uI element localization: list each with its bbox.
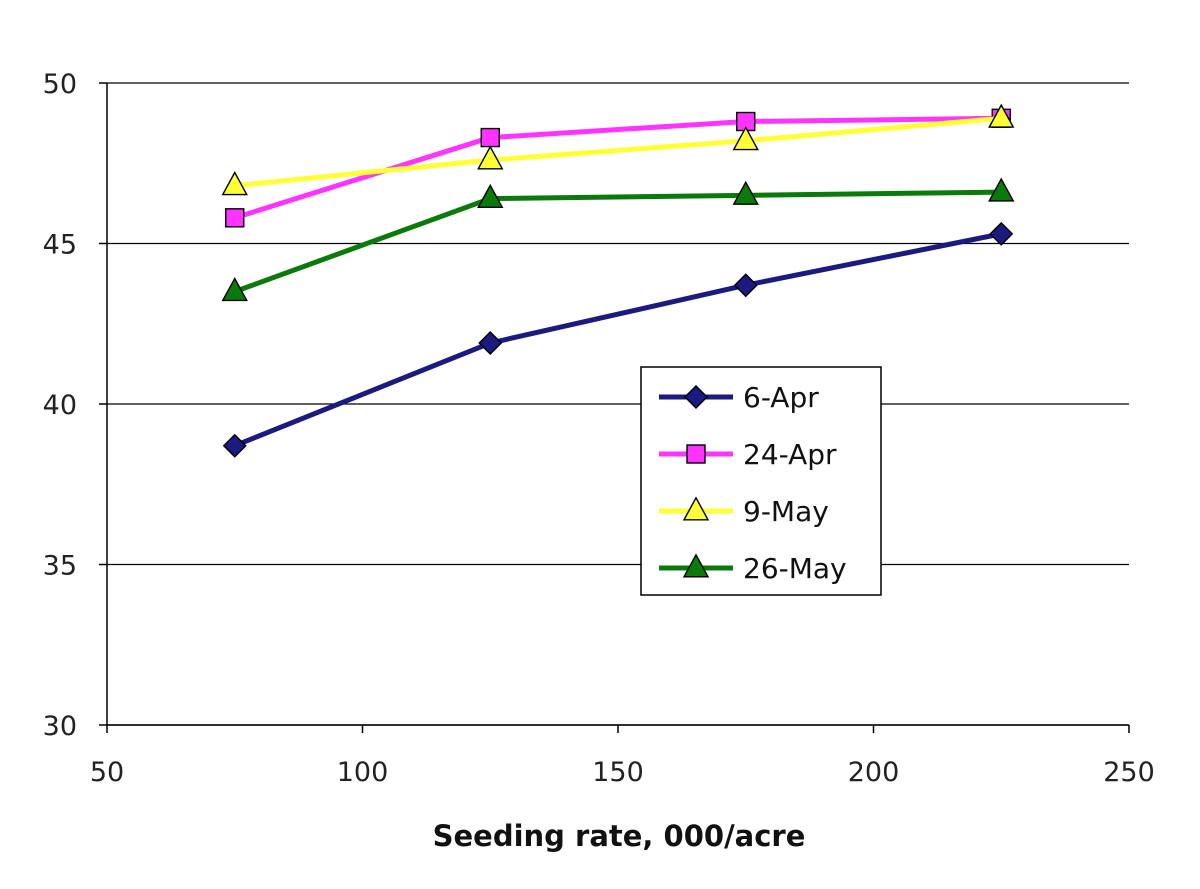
legend-marker <box>686 444 706 464</box>
data-point <box>222 433 247 458</box>
data-point <box>225 208 245 228</box>
legend-marker <box>682 553 710 578</box>
data-point <box>477 183 504 209</box>
data-point <box>732 180 759 205</box>
x-tick-label: 50 <box>90 757 124 788</box>
data-point <box>478 331 503 355</box>
legend-entry: 6-Apr <box>659 381 819 414</box>
data-point <box>988 177 1015 202</box>
x-axis-title: Seeding rate, 000/acre <box>433 819 806 853</box>
series-line <box>233 231 1002 449</box>
data-point <box>221 171 248 196</box>
legend-entry: 9-May <box>659 495 829 528</box>
x-tick-label: 250 <box>1103 757 1155 788</box>
data-point <box>477 145 504 170</box>
data-point <box>989 221 1014 246</box>
legend-marker <box>684 385 708 409</box>
y-tick-label: 30 <box>43 711 77 742</box>
series-line <box>233 189 1002 294</box>
data-point <box>221 276 248 302</box>
data-point <box>732 126 759 151</box>
legend-label: 9-May <box>743 495 829 528</box>
legend-label: 26-May <box>743 552 847 585</box>
tick-labels: 30 35 40 45 50 50 100 150 200 250 <box>43 69 1155 788</box>
legend-label: 6-Apr <box>743 381 819 414</box>
x-tick-label: 100 <box>337 757 389 788</box>
y-tick-label: 45 <box>43 230 77 261</box>
gridlines <box>107 82 1129 726</box>
legend-marker <box>682 496 710 521</box>
y-tick-label: 35 <box>43 551 77 582</box>
x-tick-label: 150 <box>592 757 644 788</box>
series-9-May <box>221 103 1015 196</box>
legend-box <box>640 366 882 596</box>
series-26-May <box>221 177 1015 302</box>
y-tick-label: 40 <box>43 390 77 421</box>
series-6-Apr <box>222 221 1014 458</box>
x-tick-label: 200 <box>848 757 900 788</box>
legend-entry: 24-Apr <box>659 438 837 471</box>
series-line <box>234 115 1002 221</box>
legend-label: 24-Apr <box>743 438 837 471</box>
data-point <box>733 273 758 298</box>
y-tick-label: 50 <box>43 69 77 100</box>
data-point <box>480 127 500 148</box>
data-point <box>988 103 1015 128</box>
axes <box>99 82 1130 733</box>
legend-entry: 26-May <box>659 552 847 585</box>
legend: 6-Apr 24-Apr 9-May 26-May <box>640 366 882 596</box>
series-line <box>234 115 1002 189</box>
series-lines <box>221 103 1015 458</box>
